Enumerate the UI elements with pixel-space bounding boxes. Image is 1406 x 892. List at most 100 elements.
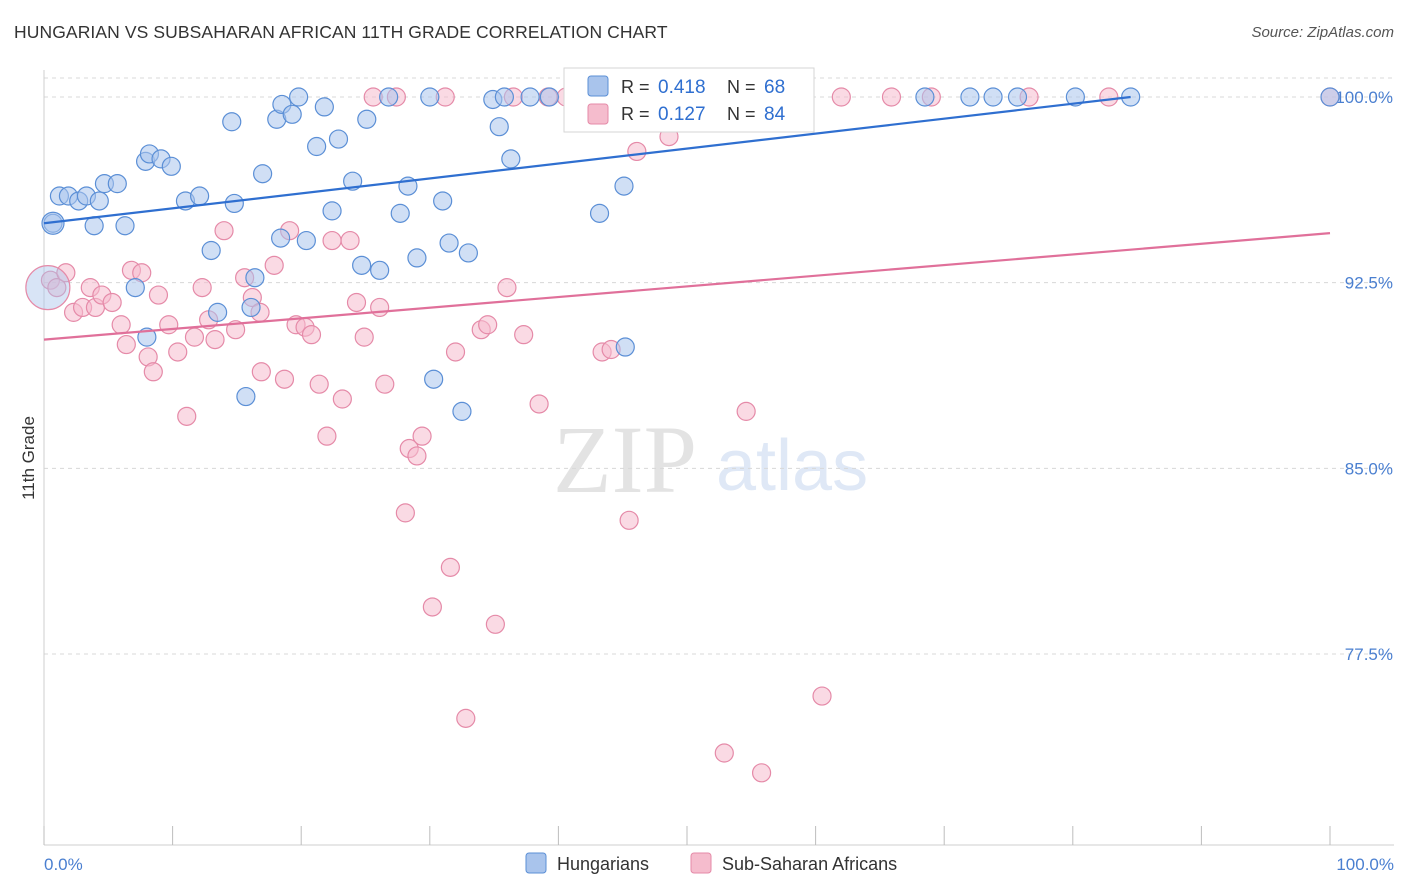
- chart-title: HUNGARIAN VS SUBSAHARAN AFRICAN 11TH GRA…: [14, 22, 668, 42]
- hungarian-point: [1065, 87, 1085, 107]
- hungarian-point: [960, 87, 980, 107]
- hungarian-point: [107, 174, 127, 194]
- hungarian-point: [539, 87, 559, 107]
- series-legend-label-hungarians: Hungarians: [557, 854, 649, 874]
- hungarian-point: [89, 191, 109, 211]
- sub-saharan-point: [309, 374, 329, 394]
- gridlines: [44, 77, 1394, 655]
- sub-saharan-point: [627, 141, 647, 162]
- sub-saharan-point: [148, 285, 169, 305]
- sub-saharan-point: [322, 230, 342, 251]
- sub-saharan-point: [274, 369, 295, 389]
- sub-saharan-point: [317, 426, 337, 446]
- y-tick-label: 77.5%: [1345, 645, 1393, 664]
- hungarian-point: [520, 87, 540, 107]
- sub-saharan-point: [102, 292, 122, 313]
- sub-saharan-point: [168, 342, 188, 362]
- hungarian-point: [190, 186, 210, 206]
- source-credit: Source: ZipAtlas.com: [1251, 24, 1394, 41]
- hungarian-point: [1320, 87, 1340, 107]
- sub-saharan-point: [159, 315, 179, 335]
- series-legend-swatch-hungarians: [525, 852, 547, 874]
- sub-saharan-point: [192, 278, 212, 298]
- hungarian-point: [433, 191, 453, 211]
- sub-saharan-point: [485, 614, 505, 634]
- hungarian-point: [983, 87, 1003, 107]
- sub-saharan-point: [177, 406, 197, 426]
- sub-saharan-point: [205, 330, 225, 350]
- hungarian-point: [314, 97, 334, 117]
- legend-swatch-hungarians: [587, 75, 609, 97]
- sub-saharan-point: [407, 446, 427, 466]
- sub-saharan-point: [395, 503, 415, 523]
- hungarian-point: [289, 87, 309, 107]
- x-tick-label-min: 0.0%: [44, 855, 83, 874]
- sub-saharan-point: [214, 221, 234, 241]
- hungarian-point: [357, 109, 377, 129]
- hungarian-point: [1007, 87, 1028, 107]
- sub-saharan-point: [412, 426, 432, 446]
- sub-saharan-point: [831, 87, 851, 107]
- hungarian-point: [201, 240, 221, 261]
- legend-n-value-2: 84: [764, 104, 786, 125]
- sub-saharan-point: [497, 278, 517, 298]
- sub-saharan-point: [812, 686, 832, 706]
- hungarian-point: [370, 260, 390, 280]
- legend-r-value-1: 0.418: [658, 77, 706, 98]
- hungarian-point: [296, 230, 316, 251]
- hungarian-point: [379, 87, 399, 107]
- hungarian-point: [615, 337, 635, 357]
- legend-swatch-sub-saharan: [587, 103, 609, 125]
- sub-saharan-point: [111, 315, 131, 335]
- sub-saharan-point: [736, 401, 756, 421]
- hungarian-point: [224, 193, 244, 214]
- legend-r-value-2: 0.127: [658, 104, 706, 125]
- hungarian-point: [352, 255, 372, 275]
- stats-legend: R = 0.418 N = 68 R = 0.127 N = 84: [563, 67, 815, 133]
- hungarian-point: [614, 176, 634, 196]
- hungarian-point: [115, 216, 135, 236]
- hungarian-point: [328, 129, 349, 149]
- hungarian-point: [420, 87, 440, 107]
- hungarian-point: [236, 386, 256, 407]
- hungarian-point: [241, 297, 261, 318]
- sub-saharan-point: [143, 362, 163, 382]
- watermark-zip: ZIP: [553, 406, 697, 513]
- hungarian-point: [589, 203, 610, 223]
- hungarian-point: [322, 201, 342, 221]
- hungarian-point: [137, 327, 157, 347]
- hungarian-point: [452, 401, 472, 421]
- y-tick-label: 92.5%: [1345, 274, 1393, 293]
- sub-saharan-point: [332, 389, 352, 409]
- sub-saharan-point: [440, 557, 460, 577]
- legend-n-value-1: 68: [764, 77, 785, 98]
- hungarians-trend-line: [43, 95, 1131, 225]
- series-sub-saharan-points: [25, 87, 1340, 783]
- sub-saharan-point: [478, 315, 498, 335]
- sub-saharan-point: [619, 510, 639, 530]
- sub-saharan-point: [354, 327, 374, 347]
- hungarian-point: [407, 248, 427, 268]
- y-tick-label: 100.0%: [1335, 88, 1393, 107]
- sub-saharan-point: [456, 708, 476, 728]
- hungarian-point: [161, 156, 181, 176]
- sub-saharan-point: [264, 255, 284, 275]
- sub-saharan-point: [184, 327, 205, 347]
- hungarian-point: [390, 203, 410, 223]
- series-legend-swatch-sub-saharan: [690, 852, 712, 874]
- x-ticks: [43, 826, 1331, 845]
- y-tick-labels: 77.5% 85.0% 92.5% 100.0%: [1335, 88, 1393, 664]
- sub-saharan-point: [370, 297, 390, 318]
- axes: [43, 70, 1394, 846]
- sub-saharan-point: [514, 325, 534, 345]
- sub-saharan-point: [1099, 87, 1119, 107]
- legend-r-label-1: R =: [621, 77, 650, 97]
- sub-saharan-point: [301, 325, 322, 345]
- hungarian-point: [222, 112, 242, 132]
- series-hungarians-points: [41, 87, 1340, 421]
- series-legend: Hungarians Sub-Saharan Africans: [525, 852, 897, 874]
- sub-saharan-trend-line: [43, 232, 1331, 341]
- sub-saharan-point: [346, 292, 367, 313]
- x-tick-label-max: 100.0%: [1336, 855, 1394, 874]
